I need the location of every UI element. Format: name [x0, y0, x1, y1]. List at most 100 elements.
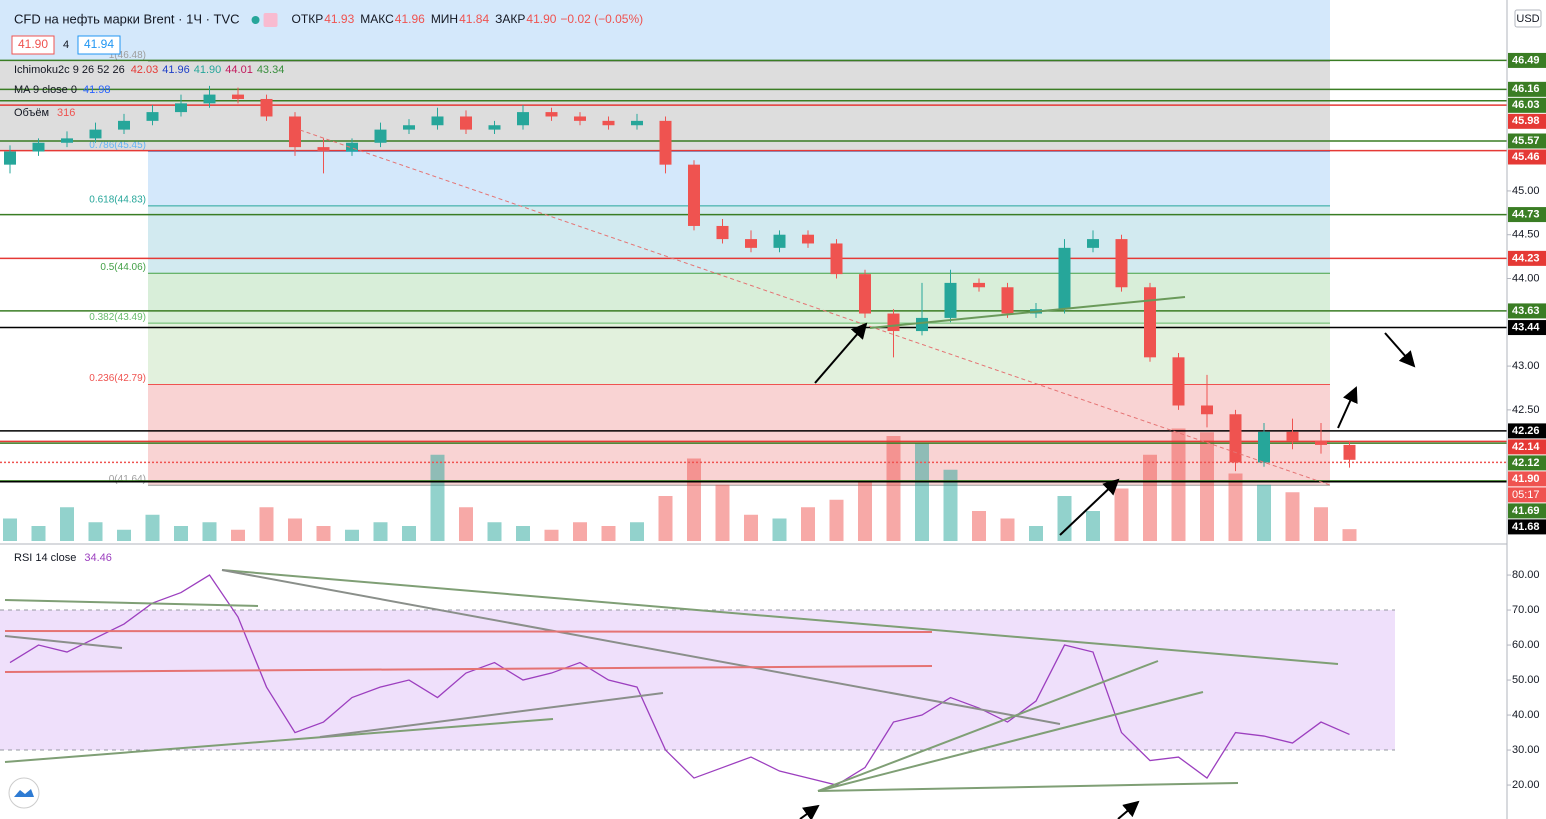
rsi-band: [0, 610, 1395, 751]
price-level-label: 44.23: [1512, 252, 1540, 264]
price-level-label-bg: [1508, 207, 1546, 223]
fib-zone: [148, 61, 1330, 152]
y-tick-label: 44.00: [1512, 272, 1540, 284]
candle-body: [1058, 247, 1071, 310]
legend-text: CFD на нефть марки Brent · 1Ч · TVC: [14, 11, 240, 26]
fib-label: 0.5(44.06): [100, 262, 146, 273]
volume-bar: [316, 526, 331, 541]
candle-body: [1144, 287, 1156, 358]
candle-body: [431, 116, 444, 126]
candle-body: [716, 225, 729, 240]
price-level-label-bg: [1508, 503, 1546, 519]
volume-bar: [174, 526, 188, 541]
price-level-label: 42.26: [1512, 425, 1540, 437]
fib-zone: [148, 151, 1330, 206]
volume-bar: [145, 514, 160, 541]
candle-body: [289, 116, 301, 148]
volume-bar: [373, 522, 388, 541]
volume-bar: [259, 507, 274, 541]
arrow: [1117, 800, 1140, 819]
qty: 4: [63, 39, 69, 51]
rsi-line: [9, 574, 1350, 786]
legend-text: 41.93: [324, 12, 354, 26]
price-level-label-bg: [1508, 81, 1546, 97]
fib-zone: [148, 323, 1330, 385]
fib-label: 1(46.48): [109, 50, 146, 61]
status-dot: [251, 16, 260, 24]
legend-text: 41.84: [459, 12, 489, 26]
candle-body: [545, 112, 558, 117]
candle-body: [944, 282, 957, 318]
volume-bar: [402, 526, 416, 541]
candle-body: [659, 120, 672, 165]
legend-text: MA 9 close 0: [14, 84, 77, 96]
volume-bar: [31, 526, 46, 541]
y-tick-label: 50.00: [1512, 674, 1540, 686]
price-level-label: 45.57: [1512, 135, 1540, 147]
volume-bar: [630, 522, 644, 541]
volume-bar: [60, 507, 74, 541]
candle-body: [745, 239, 757, 248]
price-level-label-bg: [1508, 519, 1546, 535]
price-level-label: 46.16: [1512, 83, 1540, 95]
legend-text: ОТКР: [292, 12, 324, 26]
legend-text: 41.90: [194, 64, 222, 76]
legend-text: 34.46: [84, 552, 112, 564]
candle-body: [146, 112, 159, 121]
price-level-label-bg: [1508, 133, 1546, 149]
fib-label: 0.786(45.45): [89, 140, 146, 151]
arrow: [814, 322, 868, 384]
legend-text: Объём: [14, 107, 49, 119]
price-level-label: 42.14: [1512, 441, 1540, 453]
price-level-label: 44.73: [1512, 208, 1540, 220]
fib-label: 0(41.64): [109, 474, 146, 485]
y-tick-label: 43.00: [1512, 360, 1540, 372]
legend-text: 41.98: [83, 84, 111, 96]
price-level-label: 41.68: [1512, 521, 1540, 533]
fib-zone: [148, 205, 1330, 274]
countdown-bg: [1508, 487, 1546, 503]
logo-icon: [14, 789, 34, 797]
currency-button[interactable]: [1514, 9, 1542, 28]
bid[interactable]: 41.90: [18, 37, 48, 51]
volume-bar: [943, 469, 958, 541]
volume-bar: [487, 522, 502, 541]
volume-bar: [3, 518, 17, 541]
price-level-label: 41.90: [1512, 473, 1540, 485]
price-level-label-bg: [1508, 250, 1546, 266]
candle-body: [32, 142, 45, 152]
volume-bar: [886, 436, 901, 541]
trend-line: [817, 782, 1239, 792]
volume-bar: [202, 522, 217, 541]
ask-box[interactable]: [77, 35, 121, 55]
countdown: 05:17: [1512, 489, 1540, 501]
trend-line: [869, 296, 1186, 329]
volume-bar: [858, 481, 872, 541]
candle-body: [346, 142, 358, 152]
candle-body: [859, 274, 871, 314]
candle-body: [232, 94, 244, 99]
volume-bar: [1114, 488, 1129, 541]
volume-bar: [772, 518, 787, 541]
legend-text: 316: [57, 107, 75, 119]
candle-body: [916, 317, 928, 332]
price-level-label: 45.46: [1512, 151, 1540, 163]
candle-body: [602, 120, 615, 126]
candle-body: [773, 234, 786, 248]
bid-box[interactable]: [11, 35, 55, 55]
currency[interactable]: USD: [1516, 13, 1539, 25]
price-level-label: 43.63: [1512, 305, 1540, 317]
volume-bar: [1029, 526, 1043, 541]
candle-body: [488, 125, 501, 130]
trend-line: [4, 630, 933, 633]
ask[interactable]: 41.94: [84, 37, 114, 51]
volume-bar: [1314, 507, 1328, 541]
logo[interactable]: [8, 777, 40, 809]
volume-bar: [1342, 529, 1357, 541]
candle-body: [1001, 287, 1014, 314]
volume-bar: [231, 529, 245, 541]
volume-bar: [972, 511, 986, 541]
legend-text: ЗАКР: [495, 12, 525, 26]
candle-body: [460, 116, 472, 130]
